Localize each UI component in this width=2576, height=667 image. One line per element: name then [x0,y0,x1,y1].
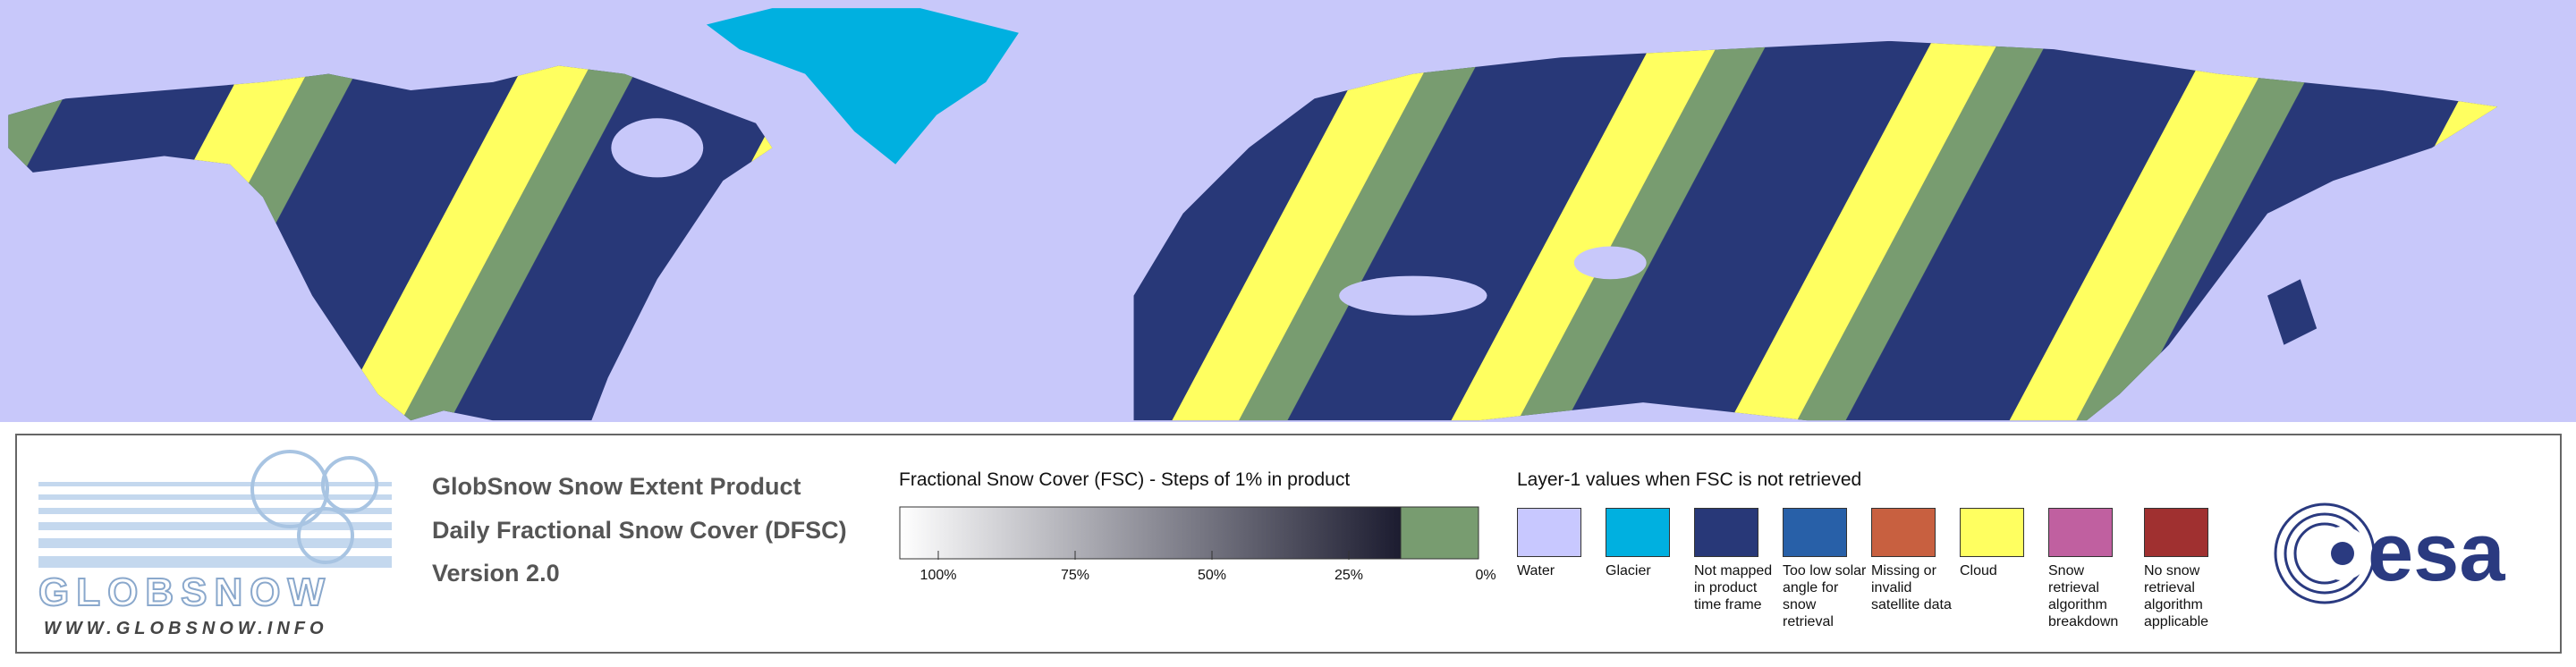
legend-label: Too low solar angle for snow retrieval [1783,563,1867,629]
legend-swatch [1871,508,1936,557]
legend-swatch [1960,508,2024,557]
legend-swatch [1606,508,1670,557]
logo-name: GLOBSNOW [38,570,332,614]
colorbar-title: Fractional Snow Cover (FSC) - Steps of 1… [899,469,1351,490]
product-line: Daily Fractional Snow Cover (DFSC) [432,517,847,544]
colorbar-tick-label: 100% [919,568,957,583]
legend-label: Not mapped in product time frame [1694,563,1773,612]
legend-label: Missing or invalid satellite data [1871,563,1952,612]
legend-swatch [2144,508,2208,557]
agency-name: esa [2368,507,2505,598]
layer1-title: Layer-1 values when FSC is not retrieved [1517,469,1862,490]
globsnow-logo: GLOBSNOW WWW.GLOBSNOW.INFO [38,450,392,638]
product-line: GlobSnow Snow Extent Product [432,473,801,500]
esa-logo: esa [2274,502,2505,604]
product-line: Version 2.0 [432,560,560,587]
legend-swatch [1783,508,1847,557]
legend-label: Snow retrieval algorithm breakdown [2048,563,2119,629]
snow-map [0,0,2576,422]
logo-url: WWW.GLOBSNOW.INFO [44,619,328,638]
colorbar [899,506,1479,560]
legend-swatch [1694,508,1758,557]
hudson-bay [611,118,704,178]
black-sea [1573,246,1647,280]
colorbar-tick-label: 25% [1334,568,1364,583]
legend-label: Glacier [1606,563,1651,578]
colorbar-tick-label: 0% [1475,568,1496,583]
legend-label: No snow retrieval algorithm applicable [2144,563,2209,629]
legend-label: Water [1517,563,1555,578]
legend-swatch [1517,508,1581,557]
colorbar-tick-label: 50% [1197,568,1227,583]
colorbar-tick-label: 75% [1060,568,1090,583]
fsc-gradient [899,506,1402,560]
legend-swatch [2048,508,2113,557]
mediterranean [1339,275,1487,316]
legend-label: Cloud [1960,563,1997,578]
greenland [706,8,1019,165]
legend-panel: GLOBSNOW WWW.GLOBSNOW.INFO GlobSnow Snow… [15,434,2562,654]
snow-free [1400,506,1479,560]
